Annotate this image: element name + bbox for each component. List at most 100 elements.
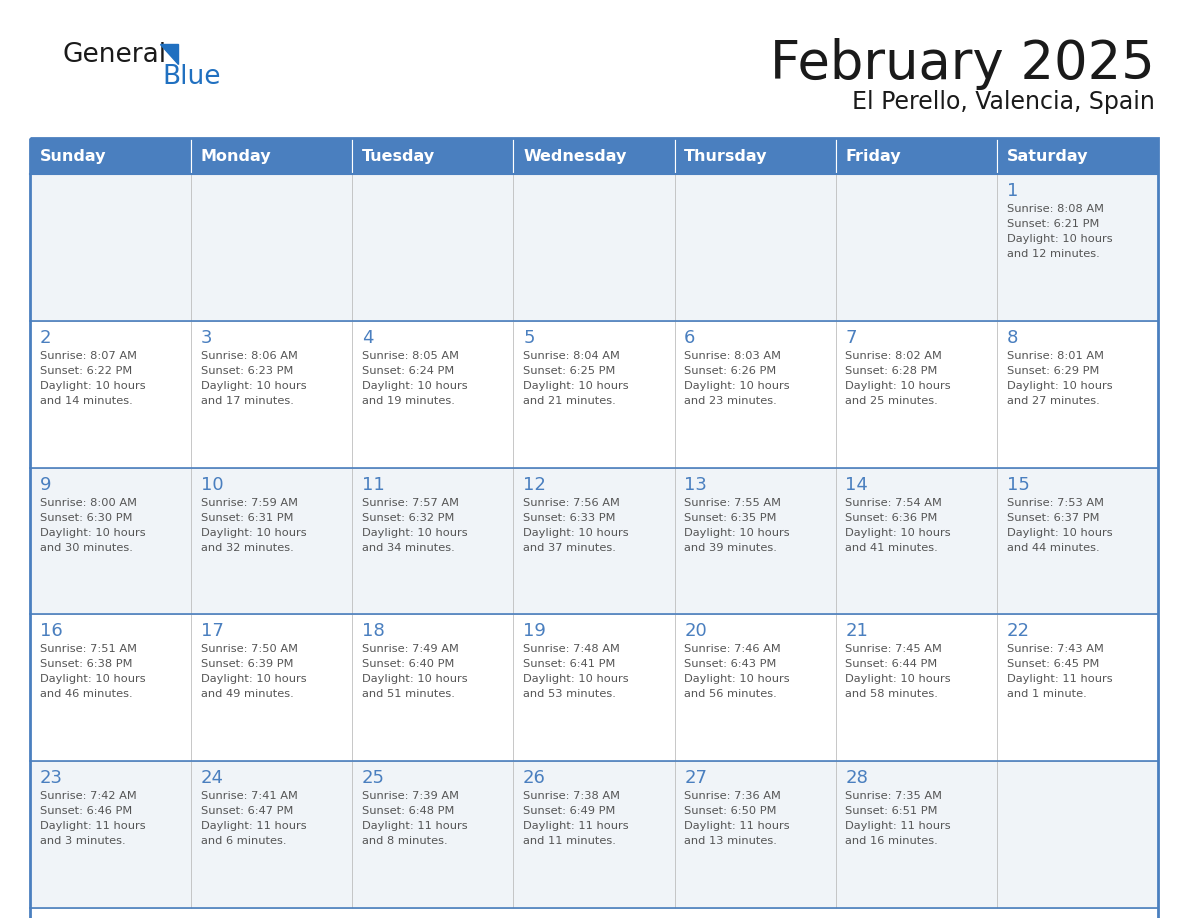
- Bar: [513, 138, 675, 174]
- Text: 21: 21: [846, 622, 868, 641]
- Text: Sunrise: 7:41 AM: Sunrise: 7:41 AM: [201, 791, 298, 801]
- Text: Sunset: 6:38 PM: Sunset: 6:38 PM: [39, 659, 132, 669]
- Text: Sunrise: 7:39 AM: Sunrise: 7:39 AM: [362, 791, 459, 801]
- Text: 7: 7: [846, 329, 857, 347]
- Text: Sunrise: 7:36 AM: Sunrise: 7:36 AM: [684, 791, 782, 801]
- Text: Daylight: 10 hours: Daylight: 10 hours: [201, 381, 307, 391]
- Text: and 21 minutes.: and 21 minutes.: [523, 396, 615, 406]
- Bar: [997, 761, 1158, 908]
- Text: Sunrise: 7:50 AM: Sunrise: 7:50 AM: [201, 644, 298, 655]
- Text: and 8 minutes.: and 8 minutes.: [362, 836, 448, 846]
- Text: Daylight: 11 hours: Daylight: 11 hours: [362, 822, 468, 831]
- Text: Daylight: 10 hours: Daylight: 10 hours: [684, 381, 790, 391]
- Bar: [675, 761, 835, 908]
- Bar: [835, 467, 997, 614]
- Text: and 25 minutes.: and 25 minutes.: [846, 396, 939, 406]
- Bar: [191, 761, 353, 908]
- Text: 1: 1: [1006, 182, 1018, 200]
- Text: General: General: [62, 42, 166, 68]
- Bar: [30, 138, 1158, 918]
- Text: Sunrise: 8:01 AM: Sunrise: 8:01 AM: [1006, 351, 1104, 361]
- Bar: [191, 614, 353, 761]
- Text: Daylight: 10 hours: Daylight: 10 hours: [523, 381, 628, 391]
- Text: Daylight: 10 hours: Daylight: 10 hours: [362, 381, 468, 391]
- Bar: [191, 138, 353, 174]
- Bar: [997, 138, 1158, 174]
- Text: and 30 minutes.: and 30 minutes.: [39, 543, 133, 553]
- Text: Daylight: 10 hours: Daylight: 10 hours: [1006, 528, 1112, 538]
- Text: and 39 minutes.: and 39 minutes.: [684, 543, 777, 553]
- Text: and 44 minutes.: and 44 minutes.: [1006, 543, 1099, 553]
- Bar: [675, 467, 835, 614]
- Text: Sunset: 6:46 PM: Sunset: 6:46 PM: [39, 806, 132, 816]
- Text: Daylight: 10 hours: Daylight: 10 hours: [39, 528, 145, 538]
- Bar: [191, 320, 353, 467]
- Text: Sunrise: 7:51 AM: Sunrise: 7:51 AM: [39, 644, 137, 655]
- Text: and 12 minutes.: and 12 minutes.: [1006, 249, 1099, 259]
- Text: Sunrise: 8:03 AM: Sunrise: 8:03 AM: [684, 351, 782, 361]
- Text: 14: 14: [846, 476, 868, 494]
- Bar: [997, 614, 1158, 761]
- Text: and 58 minutes.: and 58 minutes.: [846, 689, 939, 700]
- Text: and 23 minutes.: and 23 minutes.: [684, 396, 777, 406]
- Text: and 56 minutes.: and 56 minutes.: [684, 689, 777, 700]
- Text: Sunrise: 7:59 AM: Sunrise: 7:59 AM: [201, 498, 298, 508]
- Bar: [835, 614, 997, 761]
- Bar: [353, 320, 513, 467]
- Text: Daylight: 10 hours: Daylight: 10 hours: [523, 675, 628, 685]
- Text: and 16 minutes.: and 16 minutes.: [846, 836, 939, 846]
- Text: Sunrise: 7:53 AM: Sunrise: 7:53 AM: [1006, 498, 1104, 508]
- Text: 23: 23: [39, 769, 63, 788]
- Bar: [835, 761, 997, 908]
- Text: 6: 6: [684, 329, 696, 347]
- Text: Sunrise: 8:08 AM: Sunrise: 8:08 AM: [1006, 204, 1104, 214]
- Text: Sunset: 6:28 PM: Sunset: 6:28 PM: [846, 365, 937, 375]
- Text: and 11 minutes.: and 11 minutes.: [523, 836, 615, 846]
- Text: Daylight: 10 hours: Daylight: 10 hours: [201, 675, 307, 685]
- Text: Daylight: 10 hours: Daylight: 10 hours: [846, 381, 952, 391]
- Text: Sunrise: 8:02 AM: Sunrise: 8:02 AM: [846, 351, 942, 361]
- Text: Sunset: 6:45 PM: Sunset: 6:45 PM: [1006, 659, 1099, 669]
- Text: Sunrise: 7:35 AM: Sunrise: 7:35 AM: [846, 791, 942, 801]
- Text: Daylight: 10 hours: Daylight: 10 hours: [846, 675, 952, 685]
- Text: Sunrise: 7:48 AM: Sunrise: 7:48 AM: [523, 644, 620, 655]
- Text: Sunrise: 8:06 AM: Sunrise: 8:06 AM: [201, 351, 298, 361]
- Text: Daylight: 11 hours: Daylight: 11 hours: [684, 822, 790, 831]
- Text: Sunrise: 8:05 AM: Sunrise: 8:05 AM: [362, 351, 459, 361]
- Text: Daylight: 10 hours: Daylight: 10 hours: [1006, 381, 1112, 391]
- Text: and 3 minutes.: and 3 minutes.: [39, 836, 125, 846]
- Text: Sunset: 6:47 PM: Sunset: 6:47 PM: [201, 806, 293, 816]
- Text: Daylight: 10 hours: Daylight: 10 hours: [39, 675, 145, 685]
- Bar: [675, 174, 835, 320]
- Bar: [997, 320, 1158, 467]
- Text: 27: 27: [684, 769, 707, 788]
- Bar: [675, 614, 835, 761]
- Bar: [191, 467, 353, 614]
- Text: and 32 minutes.: and 32 minutes.: [201, 543, 293, 553]
- Bar: [513, 174, 675, 320]
- Text: and 14 minutes.: and 14 minutes.: [39, 396, 132, 406]
- Text: Sunrise: 7:49 AM: Sunrise: 7:49 AM: [362, 644, 459, 655]
- Text: Daylight: 10 hours: Daylight: 10 hours: [39, 381, 145, 391]
- Text: 3: 3: [201, 329, 213, 347]
- Text: Sunset: 6:50 PM: Sunset: 6:50 PM: [684, 806, 777, 816]
- Text: Sunset: 6:49 PM: Sunset: 6:49 PM: [523, 806, 615, 816]
- Bar: [675, 138, 835, 174]
- Bar: [353, 138, 513, 174]
- Bar: [513, 761, 675, 908]
- Text: Sunset: 6:33 PM: Sunset: 6:33 PM: [523, 512, 615, 522]
- Text: Daylight: 10 hours: Daylight: 10 hours: [523, 528, 628, 538]
- Text: 8: 8: [1006, 329, 1018, 347]
- Text: Sunset: 6:32 PM: Sunset: 6:32 PM: [362, 512, 454, 522]
- Bar: [513, 467, 675, 614]
- Text: Sunrise: 8:07 AM: Sunrise: 8:07 AM: [39, 351, 137, 361]
- Text: Daylight: 11 hours: Daylight: 11 hours: [523, 822, 628, 831]
- Bar: [353, 614, 513, 761]
- Text: 11: 11: [362, 476, 385, 494]
- Text: 25: 25: [362, 769, 385, 788]
- Bar: [997, 174, 1158, 320]
- Text: 12: 12: [523, 476, 546, 494]
- Text: 22: 22: [1006, 622, 1030, 641]
- Bar: [30, 614, 191, 761]
- Text: Sunset: 6:22 PM: Sunset: 6:22 PM: [39, 365, 132, 375]
